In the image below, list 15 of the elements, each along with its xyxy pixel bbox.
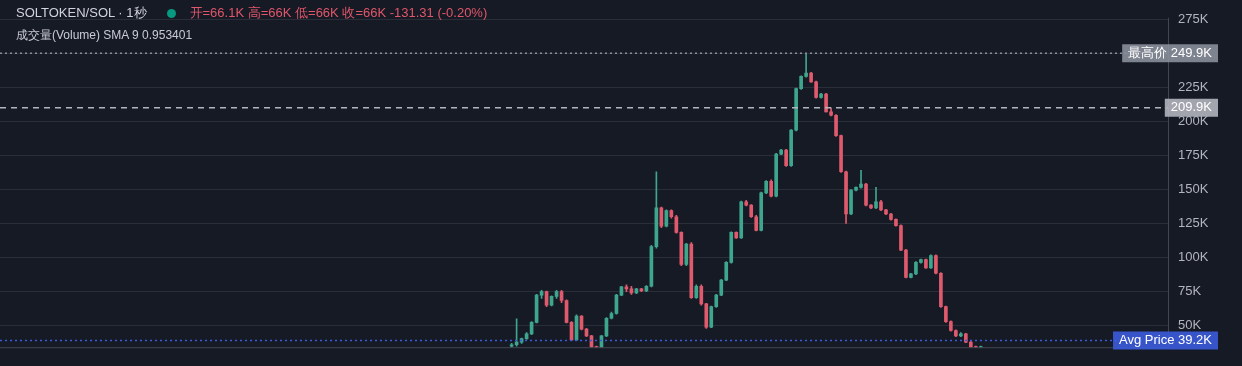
annotation: 成交量(Volume) SMA 9 0.953401 <box>16 28 193 42</box>
ref-line-label: 209.9K <box>1170 99 1213 115</box>
y-tick-label: 225K <box>1178 78 1209 94</box>
y-tick-label: 50K <box>1178 317 1202 333</box>
y-tick-label: 175K <box>1178 146 1209 162</box>
y-tick-label: 100K <box>1178 249 1209 265</box>
ref-line-label: Avg Price 39.2K <box>1119 332 1213 348</box>
y-tick-label: 75K <box>1178 283 1202 299</box>
y-tick-label: 125K <box>1178 215 1209 231</box>
y-tick-label: 275K <box>1178 10 1209 26</box>
annotation: 开=66.1K 高=66K 低=66K 收=66K -131.31 (-0.20%) <box>189 5 488 20</box>
chart-title: SOLTOKEN/SOL · 1秒 <box>16 5 147 20</box>
y-tick-label: 200K <box>1178 112 1209 128</box>
ref-line-label: 最高价 249.9K <box>1128 44 1213 60</box>
y-tick-label: 150K <box>1178 181 1209 197</box>
